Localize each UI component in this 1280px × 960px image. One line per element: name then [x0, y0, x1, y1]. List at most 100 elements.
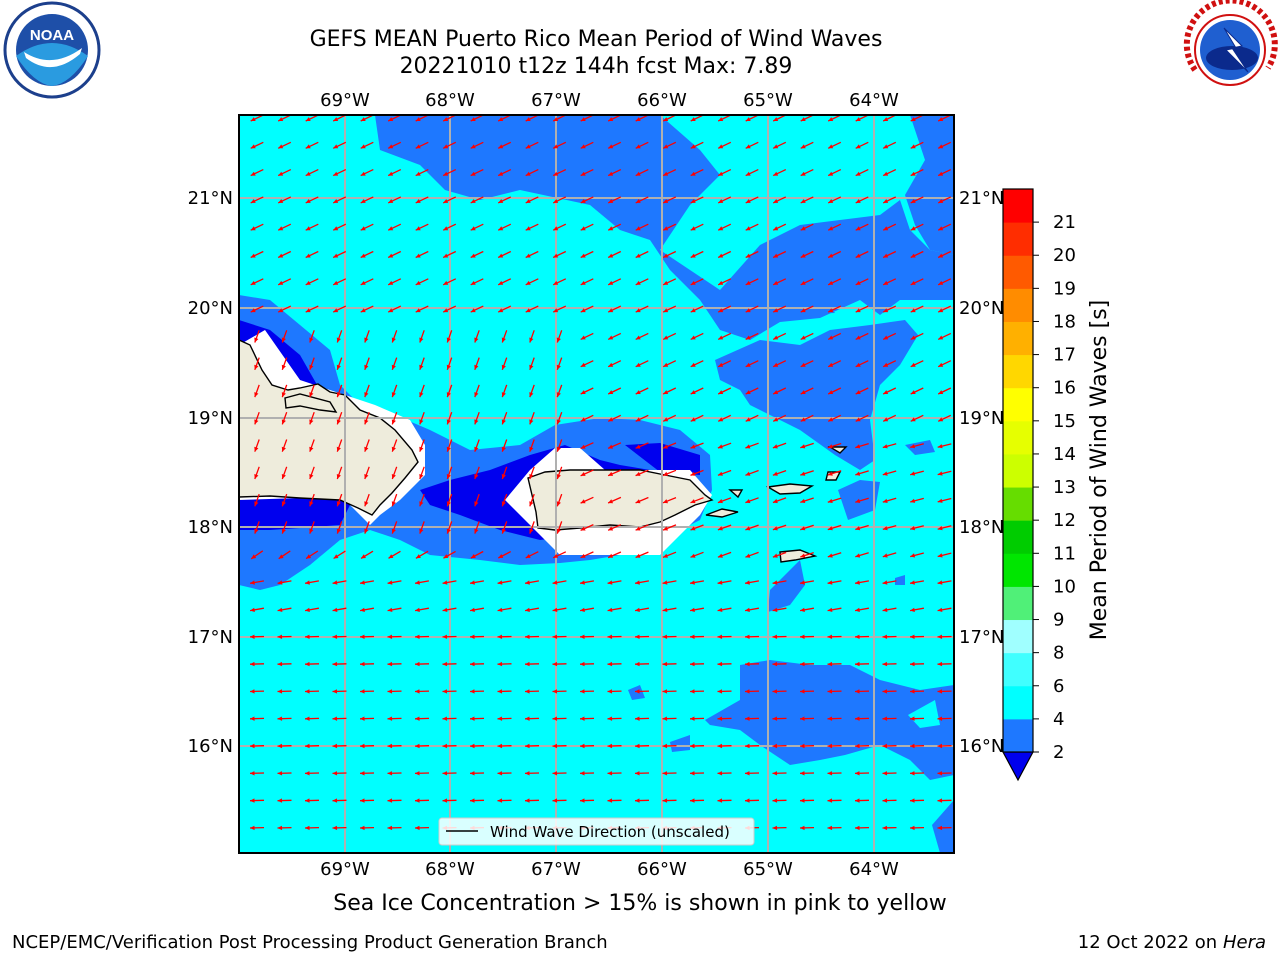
- wind-arrow-head: [882, 444, 888, 449]
- wind-arrow-head: [855, 253, 861, 258]
- wind-arrow-head: [387, 661, 393, 667]
- colorbar-segment: [1003, 586, 1033, 621]
- lon-label-top: 65°W: [743, 90, 793, 111]
- wind-arrow-head: [553, 144, 559, 149]
- wind-arrow-head: [635, 417, 641, 422]
- wind-arrow-head: [690, 553, 696, 558]
- wind-arrow-head: [745, 798, 750, 803]
- wind-arrow-head: [364, 337, 369, 343]
- wind-arrow-head: [800, 771, 805, 776]
- wind-arrow-head: [580, 171, 586, 176]
- wind-arrow-head: [360, 661, 365, 667]
- wind-arrow-head: [333, 308, 339, 313]
- wind-arrow-head: [415, 825, 420, 831]
- wind-arrow-head: [552, 798, 558, 803]
- wind-arrow-head: [937, 607, 943, 612]
- wind-arrow-head: [470, 634, 475, 639]
- wind-arrow-head: [800, 743, 805, 749]
- wind-arrow-head: [827, 798, 833, 803]
- sea-ice-note: Sea Ice Concentration > 15% is shown in …: [333, 891, 947, 916]
- wind-arrow-head: [937, 771, 943, 776]
- wind-arrow-head: [690, 171, 696, 176]
- wind-arrow-head: [910, 689, 915, 694]
- wind-arrow-head: [360, 825, 365, 831]
- wind-arrow-head: [855, 280, 861, 285]
- wind-arrow-head: [336, 501, 341, 507]
- wind-arrow-head: [580, 472, 586, 476]
- wind-arrow-head: [580, 553, 586, 558]
- wind-arrow-head: [501, 446, 506, 452]
- wind-arrow-head: [556, 446, 561, 452]
- wind-arrow-head: [910, 716, 915, 721]
- wind-arrow-head: [277, 825, 283, 831]
- wind-arrow-head: [828, 144, 834, 149]
- colorbar-segment: [1003, 619, 1033, 654]
- wind-arrow-head: [663, 553, 668, 558]
- lat-label-left: 20°N: [188, 298, 233, 319]
- wind-arrow-head: [415, 253, 421, 258]
- wind-arrow-head: [360, 171, 366, 176]
- wind-arrow-head: [278, 280, 284, 285]
- lon-label-bottom: 64°W: [849, 859, 899, 880]
- lat-label-left: 16°N: [188, 736, 233, 757]
- wind-arrow-head: [474, 419, 479, 425]
- wind-arrow-head: [415, 798, 420, 803]
- wind-arrow-head: [415, 117, 421, 121]
- wind-arrow-head: [800, 390, 806, 394]
- wind-arrow-head: [580, 362, 586, 367]
- wind-arrow-head: [608, 553, 614, 558]
- wind-arrow-head: [828, 253, 834, 258]
- wind-arrow-head: [442, 798, 448, 803]
- wind-arrow-head: [525, 634, 530, 639]
- wind-arrow-head: [525, 144, 531, 149]
- wind-arrow-head: [745, 308, 751, 313]
- wind-arrow-head: [580, 771, 585, 776]
- wind-arrow-head: [717, 743, 723, 749]
- wind-arrow-head: [662, 661, 668, 667]
- wind-arrow-head: [662, 771, 668, 776]
- wind-arrow-head: [387, 580, 393, 585]
- wind-arrow-head: [470, 771, 475, 776]
- wind-arrow-head: [332, 825, 338, 831]
- colorbar-segment: [1003, 255, 1033, 289]
- wind-arrow-head: [556, 474, 561, 479]
- wind-arrow-head: [717, 444, 723, 449]
- wind-arrow-head: [254, 474, 259, 479]
- wind-arrow-head: [663, 390, 669, 394]
- colorbar-segment: [1003, 553, 1033, 587]
- wind-arrow-head: [525, 743, 530, 749]
- wind-arrow-head: [250, 771, 255, 776]
- wind-arrow-head: [388, 554, 394, 559]
- wind-arrow-head: [388, 308, 394, 313]
- wind-arrow-head: [772, 798, 778, 803]
- wind-arrow-head: [663, 280, 669, 285]
- wind-arrow-head: [470, 716, 475, 721]
- wind-arrow-head: [773, 226, 779, 231]
- wind-arrow-head: [250, 689, 255, 694]
- wind-arrow-head: [333, 253, 339, 258]
- wind-arrow-head: [800, 526, 806, 531]
- colorbar-tick-label: 21: [1053, 212, 1076, 233]
- wind-arrow-head: [525, 580, 530, 585]
- wind-arrow-head: [745, 280, 751, 285]
- wind-arrow-head: [278, 253, 284, 258]
- wind-arrow-head: [415, 661, 420, 667]
- wind-arrow-head: [309, 446, 314, 452]
- wind-arrow-head: [745, 444, 751, 449]
- wind-arrow-head: [277, 771, 283, 776]
- wind-arrow-head: [882, 498, 888, 503]
- wind-arrow-head: [608, 280, 614, 285]
- wind-arrow-head: [443, 199, 449, 203]
- wind-arrow-head: [364, 364, 369, 370]
- wind-arrow-head: [387, 771, 393, 776]
- wind-arrow-head: [470, 661, 475, 667]
- colorbar-segment: [1003, 288, 1033, 322]
- wind-arrow-head: [305, 226, 311, 231]
- colorbar-segment: [1003, 420, 1033, 455]
- wind-arrow-head: [772, 526, 778, 531]
- wind-arrow-head: [663, 335, 669, 340]
- wind-arrow-head: [938, 144, 944, 149]
- wind-arrow-head: [745, 689, 750, 694]
- wind-arrow-head: [556, 337, 561, 343]
- wind-arrow-head: [250, 308, 256, 313]
